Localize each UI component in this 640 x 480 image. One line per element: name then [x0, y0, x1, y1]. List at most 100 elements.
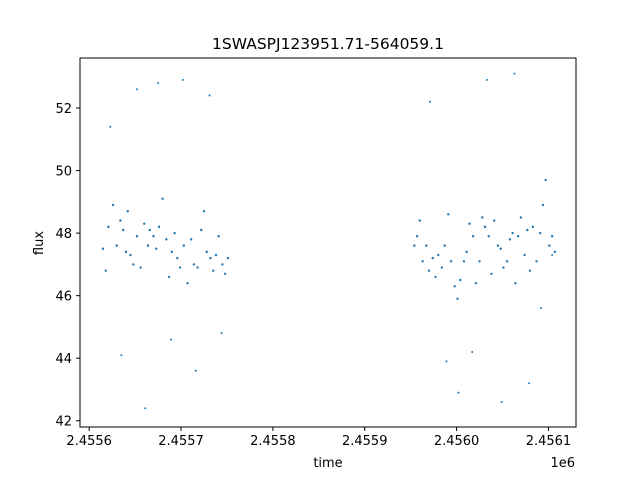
data-point: [157, 82, 160, 85]
data-point: [485, 78, 488, 81]
data-point: [511, 231, 514, 235]
data-point: [107, 225, 110, 229]
data-point: [535, 260, 538, 263]
data-point: [465, 250, 468, 254]
scatter-points: [101, 72, 557, 410]
data-point: [434, 275, 437, 279]
data-point: [120, 354, 123, 357]
y-axis-ticks: 42 44 46 48 50 52: [55, 102, 80, 430]
data-point: [157, 225, 161, 229]
data-point: [457, 391, 460, 394]
data-point: [531, 225, 535, 229]
data-point: [440, 266, 444, 269]
data-point: [471, 235, 475, 238]
data-point: [167, 275, 171, 279]
data-point: [181, 78, 184, 81]
data-point: [541, 203, 545, 207]
data-point: [528, 382, 531, 385]
data-point: [496, 244, 500, 247]
x-tick-label: 2.4558: [250, 434, 296, 449]
data-point: [468, 222, 471, 225]
data-point: [456, 297, 459, 300]
data-point: [459, 278, 462, 282]
y-tick-label: 50: [55, 165, 72, 180]
data-point: [499, 247, 502, 250]
data-point: [526, 228, 529, 232]
data-point: [135, 88, 138, 91]
data-point: [104, 269, 107, 272]
y-tick-label: 42: [55, 415, 72, 430]
data-point: [173, 231, 176, 235]
data-point: [220, 332, 223, 335]
x-tick-label: 2.4560: [434, 434, 480, 449]
data-point: [161, 197, 164, 200]
data-point: [505, 260, 509, 263]
data-point: [428, 100, 431, 103]
data-point: [146, 244, 150, 247]
data-point: [121, 228, 125, 232]
data-point: [540, 307, 543, 310]
data-point: [478, 260, 481, 263]
data-point: [192, 263, 196, 266]
data-point: [211, 269, 215, 272]
data-point: [551, 254, 554, 257]
data-point: [502, 266, 505, 269]
data-point: [445, 360, 448, 363]
data-point: [132, 263, 135, 266]
data-point: [176, 256, 179, 260]
y-tick-label: 52: [55, 102, 72, 117]
data-point: [418, 219, 422, 222]
data-point: [523, 253, 526, 257]
data-point: [144, 407, 147, 410]
x-tick-label: 2.4557: [158, 434, 204, 449]
data-point: [119, 219, 122, 222]
data-point: [223, 272, 227, 275]
data-point: [101, 247, 105, 250]
data-point: [425, 244, 428, 247]
data-point: [152, 235, 155, 238]
data-point: [544, 178, 547, 182]
data-point: [447, 213, 450, 216]
data-point: [437, 253, 440, 257]
y-axis-label: flux: [32, 231, 47, 255]
data-point: [115, 244, 118, 247]
data-point: [550, 235, 554, 238]
data-point: [143, 222, 146, 225]
x-axis-offset-label: 1e6: [550, 456, 575, 471]
data-point: [443, 244, 446, 247]
data-point: [421, 260, 424, 263]
data-point: [178, 266, 182, 269]
y-tick-label: 48: [55, 227, 72, 242]
data-point: [135, 235, 139, 238]
data-point: [139, 266, 142, 269]
data-point: [221, 263, 224, 266]
data-point: [487, 235, 490, 238]
data-point: [431, 256, 434, 260]
data-point: [481, 216, 484, 219]
data-point: [129, 253, 132, 257]
data-point: [169, 338, 172, 341]
data-point: [471, 350, 474, 353]
data-point: [538, 231, 542, 235]
x-tick-label: 2.4561: [526, 434, 572, 449]
data-point: [155, 247, 158, 250]
x-axis-label: time: [313, 456, 342, 471]
plot-frame: [79, 57, 577, 428]
data-point: [514, 281, 517, 285]
x-axis-ticks: 2.4556 2.4557 2.4558 2.4559 2.4560 2.4561: [66, 427, 571, 449]
data-point: [493, 219, 496, 222]
data-point: [415, 235, 419, 238]
data-point: [453, 285, 456, 288]
data-point: [209, 256, 212, 260]
data-point: [217, 235, 220, 238]
data-point: [519, 216, 523, 219]
data-point: [508, 238, 512, 241]
data-point: [449, 260, 453, 263]
data-point: [208, 94, 211, 97]
data-point: [483, 225, 487, 229]
data-point: [200, 228, 203, 232]
data-point: [148, 228, 152, 232]
data-point: [189, 238, 193, 241]
